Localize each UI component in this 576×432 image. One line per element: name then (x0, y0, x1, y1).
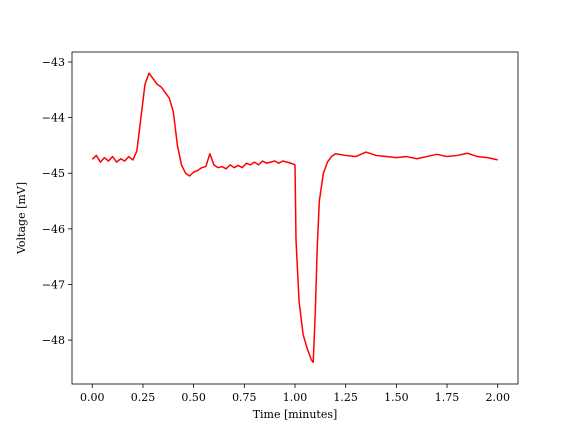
y-axis-label: Voltage [mV] (15, 182, 28, 255)
x-tick-label: 1.25 (333, 391, 358, 404)
y-tick-label: −46 (42, 223, 65, 236)
x-axis-label: Time [minutes] (253, 408, 338, 421)
y-tick-label: −45 (42, 167, 65, 180)
y-tick-label: −48 (42, 334, 65, 347)
y-tick-label: −44 (42, 112, 65, 125)
x-tick-label: 0.00 (80, 391, 105, 404)
x-tick-label: 1.00 (283, 391, 308, 404)
y-tick-label: −43 (42, 56, 65, 69)
x-tick-label: 1.50 (384, 391, 409, 404)
y-tick-label: −47 (42, 278, 65, 291)
x-tick-label: 0.25 (131, 391, 156, 404)
data-line (91, 72, 498, 364)
x-tick-label: 0.75 (232, 391, 257, 404)
plot-frame (71, 51, 519, 385)
x-tick-label: 2.00 (485, 391, 510, 404)
x-tick-label: 0.50 (181, 391, 206, 404)
x-tick-label: 1.75 (435, 391, 460, 404)
